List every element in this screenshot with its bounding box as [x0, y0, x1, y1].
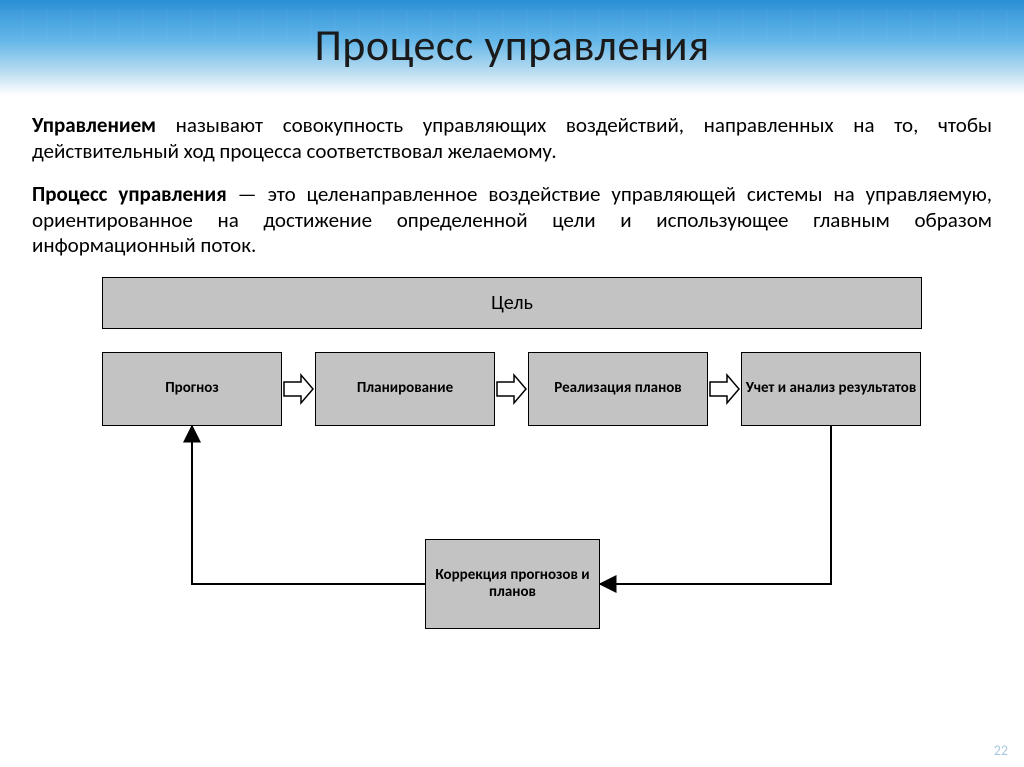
node-corr: Коррекция прогнозов и планов: [425, 539, 600, 629]
paragraph-1: Управлением называют совокупность управл…: [32, 113, 992, 164]
para1-rest: называют совокупность управляющих воздей…: [32, 112, 992, 164]
para2-lead: Процесс управления: [32, 181, 227, 207]
paragraph-2: Процесс управления — это целенаправленно…: [32, 182, 992, 259]
header-band: Процесс управления: [0, 0, 1024, 95]
para1-lead: Управлением: [32, 112, 156, 138]
slide-title: Процесс управления: [0, 18, 1024, 72]
node-goal: Цель: [102, 277, 922, 329]
slide-number: 22: [994, 742, 1008, 759]
node-n3: Реализация планов: [528, 352, 708, 426]
node-n4: Учет и анализ результатов: [741, 352, 921, 426]
content-area: Управлением называют совокупность управл…: [0, 95, 1024, 657]
process-diagram: Цель Прогноз Планирование Реализация планов…: [47, 277, 977, 657]
node-n2: Планирование: [315, 352, 495, 426]
node-n1: Прогноз: [102, 352, 282, 426]
